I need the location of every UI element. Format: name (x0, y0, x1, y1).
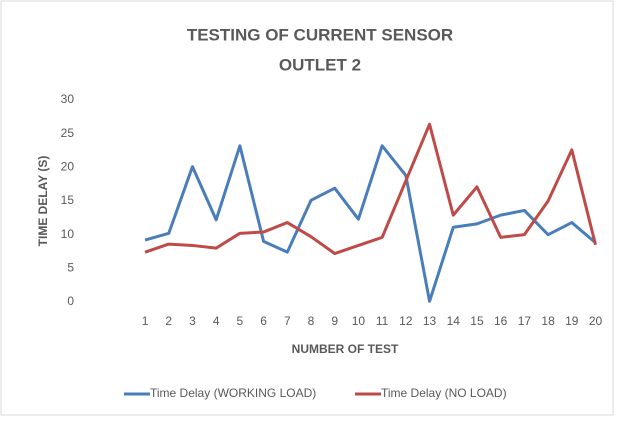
y-tick-label: 15 (61, 193, 75, 207)
x-tick-label: 16 (494, 314, 508, 328)
x-tick-label: 19 (565, 314, 579, 328)
x-tick-label: 13 (423, 314, 437, 328)
x-tick-label: 15 (470, 314, 484, 328)
y-tick-label: 20 (61, 160, 75, 174)
x-tick-label: 4 (213, 314, 220, 328)
x-tick-label: 10 (352, 314, 366, 328)
chart-subtitle: OUTLET 2 (279, 55, 361, 74)
x-tick-label: 18 (541, 314, 555, 328)
series-line (144, 144, 597, 303)
x-tick-label: 6 (260, 314, 267, 328)
x-tick-label: 5 (237, 314, 244, 328)
x-axis-title: NUMBER OF TEST (292, 342, 399, 356)
x-tick-label: 3 (189, 314, 196, 328)
x-tick-label: 9 (331, 314, 338, 328)
y-axis-title: TIME DELAY (S) (36, 156, 50, 247)
y-tick-label: 0 (67, 294, 74, 308)
y-tick-label: 5 (67, 261, 74, 275)
x-tick-label: 20 (589, 314, 603, 328)
legend-label: Time Delay (NO LOAD) (381, 386, 507, 400)
series-line (144, 122, 597, 256)
x-tick-label: 11 (376, 314, 389, 328)
y-tick-label: 30 (61, 92, 75, 106)
chart-title: TESTING OF CURRENT SENSOR (187, 25, 453, 44)
x-tick-label: 12 (399, 314, 413, 328)
x-tick-label: 1 (142, 314, 149, 328)
x-tick-label: 8 (308, 314, 315, 328)
x-tick-label: 17 (518, 314, 532, 328)
legend-label: Time Delay (WORKING LOAD) (150, 386, 316, 400)
x-tick-label: 2 (165, 314, 172, 328)
y-tick-label: 10 (61, 227, 75, 241)
y-tick-label: 25 (61, 126, 75, 140)
x-tick-label: 7 (284, 314, 291, 328)
x-tick-label: 14 (447, 314, 461, 328)
